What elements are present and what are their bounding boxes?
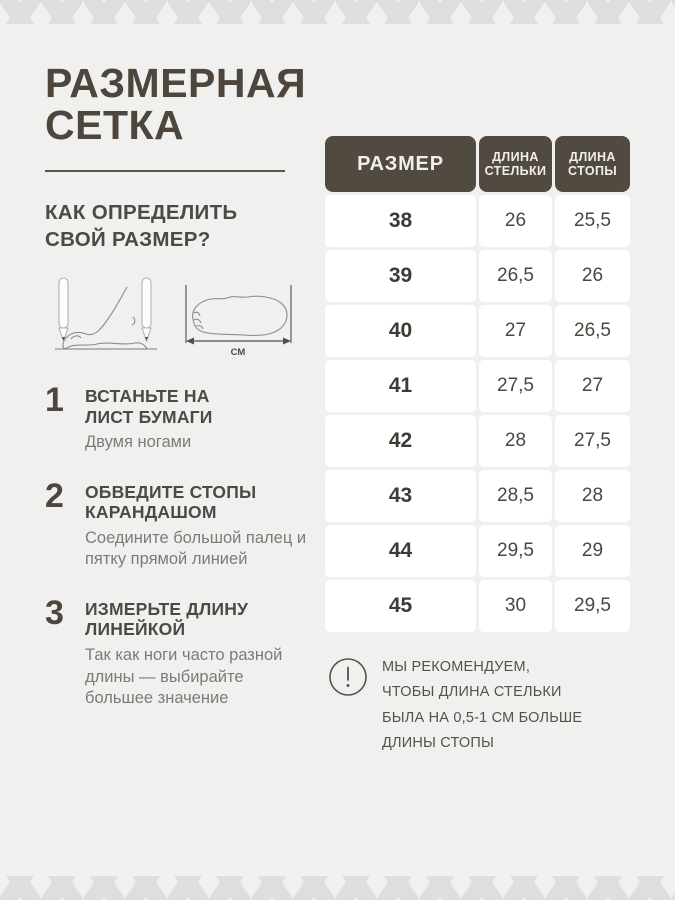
cell-foot: 26	[555, 250, 630, 302]
step-item: 1 ВСТАНЬТЕ НА ЛИСТ БУМАГИ Двумя ногами	[45, 380, 307, 454]
step-number: 1	[45, 380, 64, 419]
cell-size: 39	[325, 250, 476, 302]
table-row: 41 27,5 27	[325, 360, 630, 412]
cell-size: 38	[325, 195, 476, 247]
cell-size: 42	[325, 415, 476, 467]
step-item: 2 ОБВЕДИТЕ СТОПЫ КАРАНДАШОМ Соедините бо…	[45, 476, 307, 571]
step-title-line1: ИЗМЕРЬТЕ ДЛИНУ	[85, 598, 249, 619]
table-body: 38 26 25,5 39 26,5 26 40 27 26,5 41 27,5…	[325, 195, 630, 632]
table-row: 40 27 26,5	[325, 305, 630, 357]
left-column: РАЗМЕРНАЯ СЕТКА КАК ОПРЕДЕЛИТЬ СВОЙ РАЗМ…	[45, 62, 307, 735]
cell-insole: 27,5	[479, 360, 552, 412]
cell-foot: 27	[555, 360, 630, 412]
table-row: 43 28,5 28	[325, 470, 630, 522]
table-header-row: РАЗМЕР ДЛИНА СТЕЛЬКИ ДЛИНА СТОПЫ	[325, 136, 630, 192]
table-header-insole-line1: ДЛИНА	[492, 149, 539, 164]
table-header-foot-length: ДЛИНА СТОПЫ	[555, 136, 630, 192]
step-number: 2	[45, 476, 64, 515]
table-header-size: РАЗМЕР	[325, 136, 476, 192]
cell-foot: 28	[555, 470, 630, 522]
chevron-pattern-top	[0, 0, 675, 42]
step-title-line2: ЛИНЕЙКОЙ	[85, 619, 186, 640]
foot-side-view-with-pencils-icon	[45, 273, 163, 362]
recommendation-text: МЫ РЕКОМЕНДУЕМ, ЧТОБЫ ДЛИНА СТЕЛЬКИ БЫЛА…	[382, 655, 582, 757]
cell-size: 44	[325, 525, 476, 577]
title-divider	[45, 170, 285, 173]
pencil-right	[141, 277, 152, 343]
steps-list: 1 ВСТАНЬТЕ НА ЛИСТ БУМАГИ Двумя ногами 2…	[45, 380, 307, 710]
chevron-pattern-bottom	[0, 858, 675, 900]
table-header-foot-line1: ДЛИНА	[569, 149, 616, 164]
page-title: РАЗМЕРНАЯ СЕТКА	[45, 62, 307, 146]
cell-size: 45	[325, 580, 476, 632]
table-header-insole-line2: СТЕЛЬКИ	[484, 164, 547, 178]
section-subtitle-line1: КАК ОПРЕДЕЛИТЬ	[45, 201, 238, 225]
recommendation-line4: ДЛИНЫ СТОПЫ	[382, 735, 495, 752]
table-row: 42 28 27,5	[325, 415, 630, 467]
illustration-row: СМ	[45, 273, 307, 362]
cell-insole: 30	[479, 580, 552, 632]
step-title-line2: КАРАНДАШОМ	[85, 502, 217, 523]
page-title-line2: СЕТКА	[45, 102, 185, 149]
step-description: Так как ноги часто разной длины — выбира…	[85, 646, 283, 707]
foot-outline-measure-icon: СМ	[177, 273, 299, 362]
page-title-line1: РАЗМЕРНАЯ	[45, 60, 307, 106]
cell-size: 40	[325, 305, 476, 357]
recommendation-note: МЫ РЕКОМЕНДУЕМ, ЧТОБЫ ДЛИНА СТЕЛЬКИ БЫЛА…	[328, 655, 628, 757]
step-number: 3	[45, 593, 64, 632]
step-title: ОБВЕДИТЕ СТОПЫ КАРАНДАШОМ	[85, 482, 307, 523]
exclamation-circle-icon	[328, 657, 368, 702]
recommendation-line1: МЫ РЕКОМЕНДУЕМ,	[382, 659, 531, 675]
step-title-line1: ВСТАНЬТЕ НА	[85, 385, 210, 406]
pencil-left	[58, 277, 69, 343]
section-subtitle-line2: СВОЙ РАЗМЕР?	[45, 227, 211, 251]
cell-foot: 29	[555, 525, 630, 577]
cell-insole: 28	[479, 415, 552, 467]
table-header-foot-line2: СТОПЫ	[568, 164, 617, 178]
step-title-line2: ЛИСТ БУМАГИ	[85, 406, 213, 427]
cell-foot: 25,5	[555, 195, 630, 247]
cell-foot: 26,5	[555, 305, 630, 357]
step-title: ИЗМЕРЬТЕ ДЛИНУ ЛИНЕЙКОЙ	[85, 599, 307, 640]
cell-size: 43	[325, 470, 476, 522]
cell-insole: 26,5	[479, 250, 552, 302]
cell-insole: 26	[479, 195, 552, 247]
table-row: 45 30 29,5	[325, 580, 630, 632]
table-row: 44 29,5 29	[325, 525, 630, 577]
section-subtitle: КАК ОПРЕДЕЛИТЬ СВОЙ РАЗМЕР?	[45, 200, 307, 252]
recommendation-line3: БЫЛА НА 0,5-1 СМ БОЛЬШЕ	[382, 709, 583, 726]
table-row: 39 26,5 26	[325, 250, 630, 302]
recommendation-line2: ЧТОБЫ ДЛИНА СТЕЛЬКИ	[382, 684, 562, 701]
size-table: РАЗМЕР ДЛИНА СТЕЛЬКИ ДЛИНА СТОПЫ 38 26 2…	[325, 136, 630, 635]
step-description: Двумя ногами	[85, 433, 192, 452]
cell-insole: 29,5	[479, 525, 552, 577]
step-title-line1: ОБВЕДИТЕ СТОПЫ	[85, 481, 257, 502]
cell-foot: 29,5	[555, 580, 630, 632]
step-item: 3 ИЗМЕРЬТЕ ДЛИНУ ЛИНЕЙКОЙ Так как ноги ч…	[45, 593, 307, 710]
cell-insole: 28,5	[479, 470, 552, 522]
unit-label: СМ	[231, 347, 246, 357]
cell-insole: 27	[479, 305, 552, 357]
table-row: 38 26 25,5	[325, 195, 630, 247]
cell-size: 41	[325, 360, 476, 412]
table-header-insole-length: ДЛИНА СТЕЛЬКИ	[479, 136, 552, 192]
step-description: Соедините большой палец и пятку прямой л…	[85, 528, 307, 569]
cell-foot: 27,5	[555, 415, 630, 467]
step-title: ВСТАНЬТЕ НА ЛИСТ БУМАГИ	[85, 386, 307, 427]
